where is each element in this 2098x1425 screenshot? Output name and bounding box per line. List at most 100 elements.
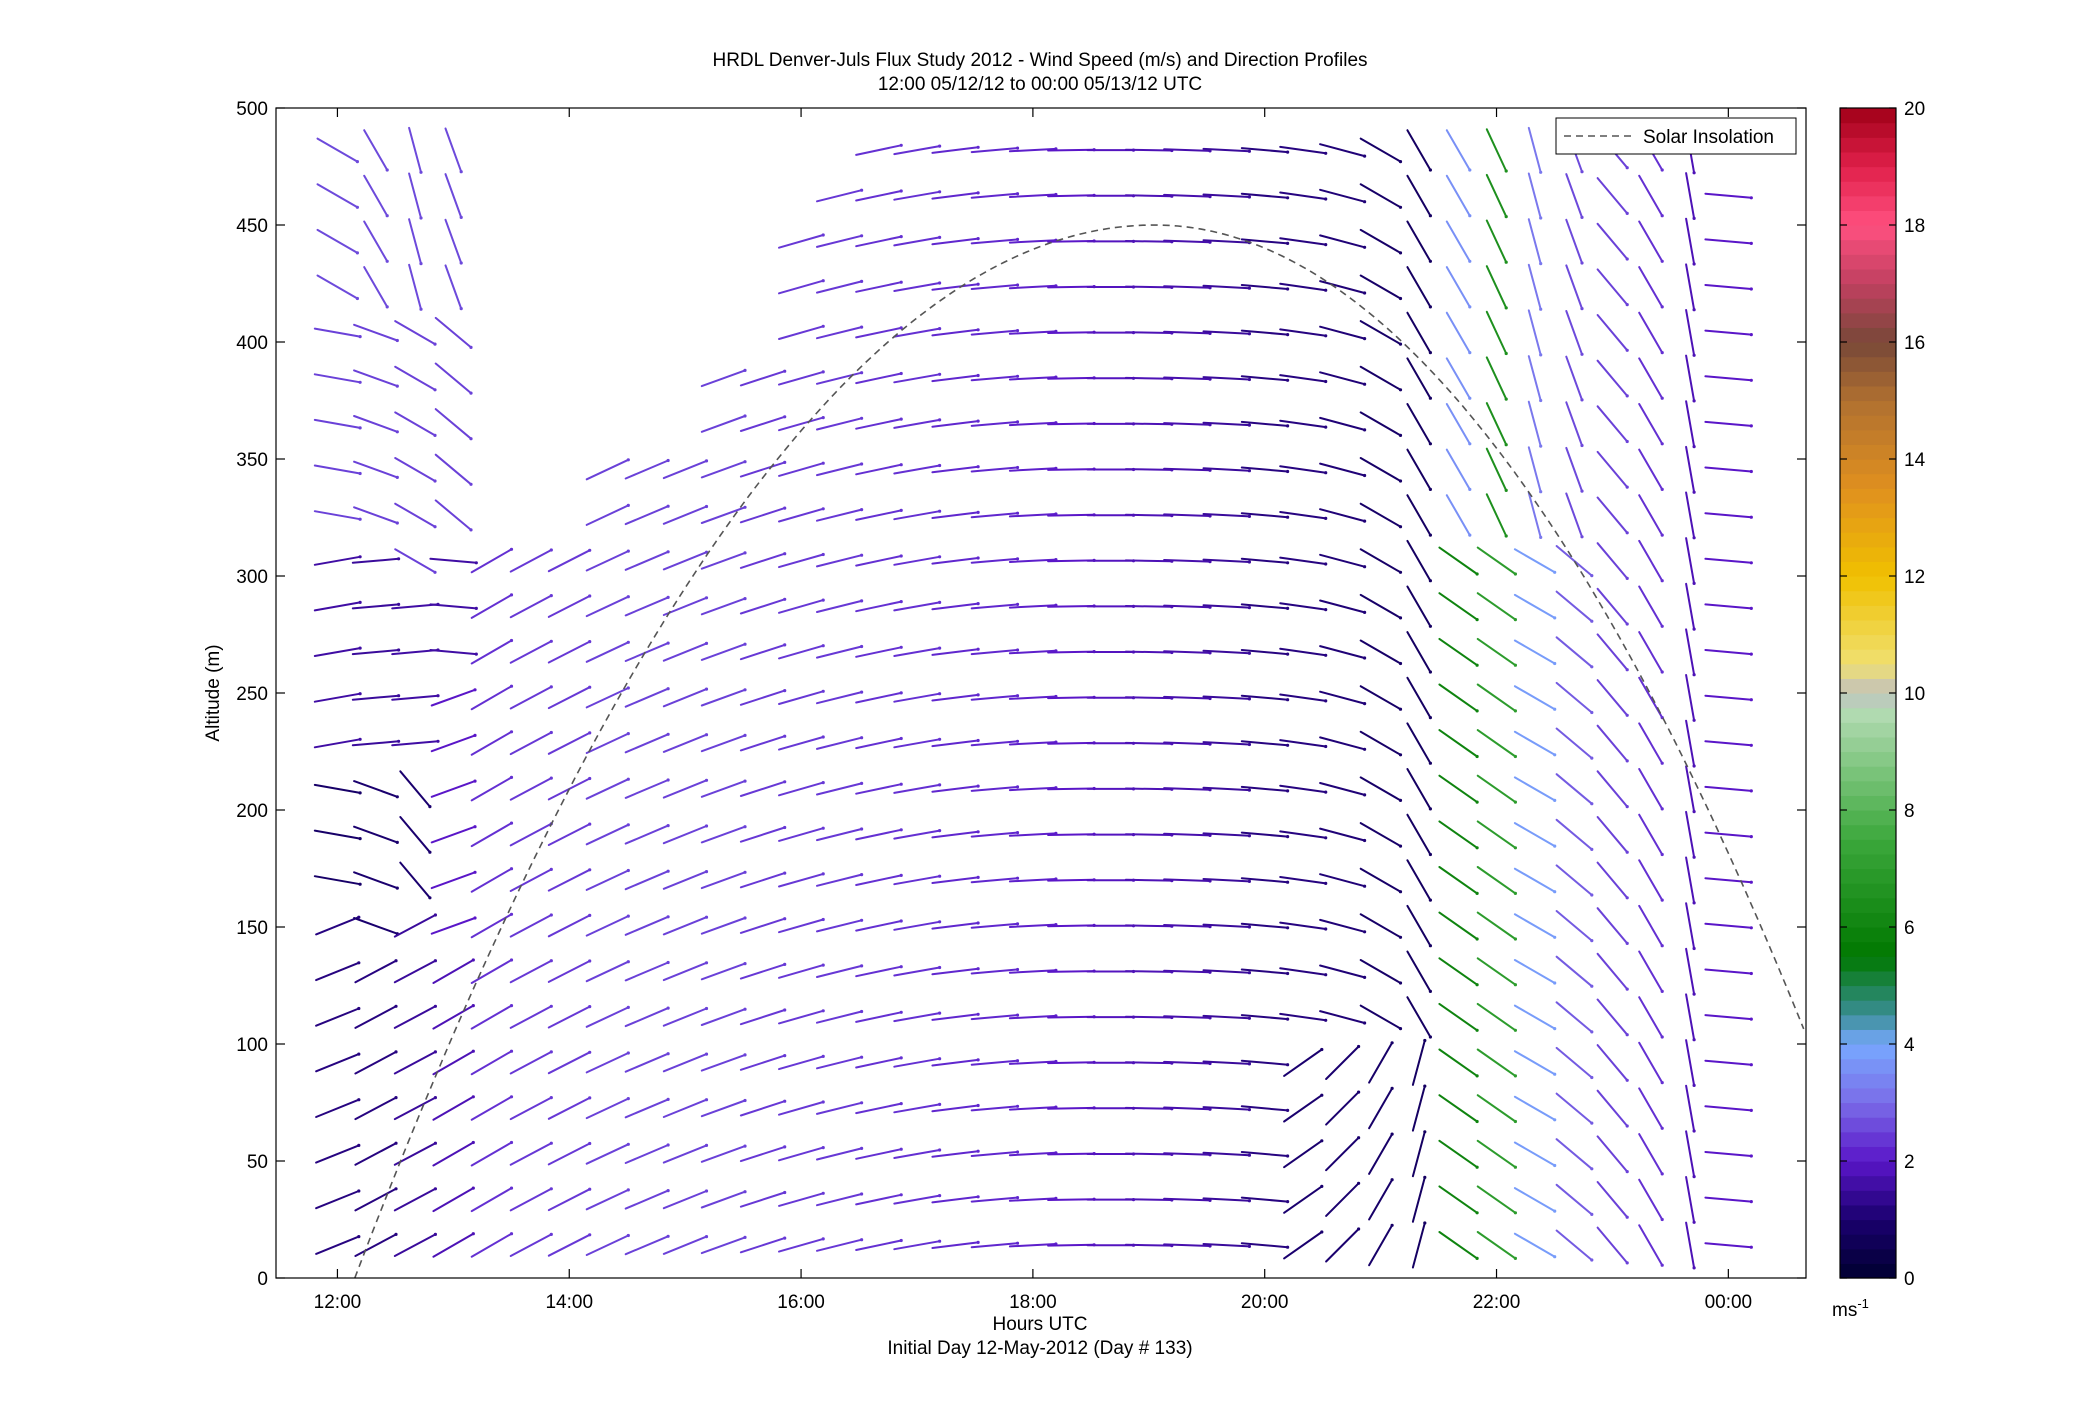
wind-vector-head bbox=[1320, 1093, 1324, 1097]
wind-vector bbox=[1202, 878, 1251, 883]
wind-vector bbox=[816, 371, 863, 385]
x-tick-label: 12:00 bbox=[314, 1292, 362, 1313]
wind-vector bbox=[315, 1235, 360, 1255]
wind-vector bbox=[855, 509, 903, 521]
wind-vector-head bbox=[1660, 1035, 1664, 1039]
wind-vector-head bbox=[1692, 992, 1696, 996]
wind-vector-head bbox=[549, 1187, 553, 1191]
wind-vector bbox=[739, 1054, 786, 1071]
colorbar-tick-label: 0 bbox=[1904, 1269, 1915, 1290]
wind-vector-head bbox=[433, 1232, 437, 1236]
wind-vector bbox=[662, 779, 708, 799]
wind-vector bbox=[700, 1053, 746, 1072]
wind-vector-head bbox=[626, 823, 630, 827]
wind-vector bbox=[547, 868, 591, 892]
wind-vector bbox=[624, 687, 670, 708]
wind-vector-head bbox=[743, 825, 747, 829]
wind-vector bbox=[315, 1007, 360, 1027]
wind-vector bbox=[855, 235, 903, 248]
wind-vector-head bbox=[1320, 1184, 1324, 1188]
wind-vector-head bbox=[394, 1232, 398, 1236]
wind-vector-head bbox=[1286, 606, 1290, 611]
wind-vector-head bbox=[1247, 560, 1251, 564]
wind-vector bbox=[662, 459, 708, 480]
wind-vector-head bbox=[1660, 624, 1664, 628]
wind-vector bbox=[739, 780, 786, 797]
wind-vector bbox=[509, 777, 553, 801]
colorbar-segment bbox=[1840, 532, 1896, 548]
wind-vector-head bbox=[471, 958, 475, 962]
colorbar-segment bbox=[1840, 400, 1896, 416]
wind-vector bbox=[1047, 513, 1096, 517]
wind-vector bbox=[393, 1187, 437, 1212]
colorbar-tick-label: 2 bbox=[1904, 1152, 1915, 1173]
wind-vector bbox=[1283, 1231, 1323, 1260]
wind-vector bbox=[700, 597, 746, 616]
wind-vector-head bbox=[743, 870, 747, 874]
wind-vector bbox=[1279, 921, 1327, 930]
wind-vector-head bbox=[1015, 785, 1020, 789]
wind-vector bbox=[1240, 831, 1289, 838]
wind-vector-head bbox=[1625, 1078, 1629, 1082]
wind-vector bbox=[1704, 877, 1753, 884]
wind-vector bbox=[313, 875, 362, 886]
wind-vector-head bbox=[1398, 798, 1403, 803]
wind-vector bbox=[662, 733, 708, 753]
wind-vector-head bbox=[509, 1232, 514, 1236]
wind-vector-head bbox=[860, 1009, 864, 1014]
wind-vector bbox=[393, 1233, 437, 1257]
wind-vector-head bbox=[1428, 852, 1432, 857]
wind-vector-head bbox=[1749, 515, 1753, 519]
colorbar-segment bbox=[1840, 268, 1896, 285]
wind-vector-head bbox=[938, 692, 942, 696]
wind-vector bbox=[1283, 1185, 1323, 1214]
wind-vector-head bbox=[549, 639, 553, 643]
wind-vector bbox=[1319, 736, 1366, 751]
wind-vector bbox=[778, 644, 825, 660]
wind-vector bbox=[1406, 494, 1432, 537]
wind-vector bbox=[1513, 776, 1556, 802]
colorbar-segment bbox=[1840, 605, 1896, 621]
wind-vector bbox=[855, 418, 903, 430]
wind-vector-head bbox=[899, 189, 903, 193]
wind-vector-head bbox=[899, 235, 903, 239]
wind-vector bbox=[408, 263, 422, 311]
wind-vector-head bbox=[1398, 707, 1403, 711]
wind-vector bbox=[1704, 466, 1753, 473]
wind-vector bbox=[662, 1007, 708, 1027]
wind-vector bbox=[1202, 1151, 1251, 1157]
wind-vector-head bbox=[899, 554, 903, 558]
wind-vector bbox=[353, 871, 399, 890]
wind-vector bbox=[624, 1189, 670, 1210]
colorbar-tick-label: 18 bbox=[1904, 216, 1925, 237]
wind-vector bbox=[1163, 422, 1211, 426]
wind-vector bbox=[430, 871, 476, 890]
wind-vector-head bbox=[1428, 442, 1432, 446]
colorbar-segment bbox=[1840, 1131, 1896, 1147]
wind-vector bbox=[778, 462, 825, 477]
wind-vector bbox=[1685, 674, 1696, 722]
wind-vector bbox=[1008, 1243, 1057, 1248]
wind-vector-head bbox=[1247, 788, 1251, 792]
wind-vector bbox=[547, 1142, 591, 1166]
colorbar-segment bbox=[1840, 1219, 1896, 1235]
wind-vector-head bbox=[1749, 1063, 1753, 1067]
wind-vector-head bbox=[1475, 663, 1479, 667]
wind-vector-head bbox=[1286, 743, 1290, 747]
wind-vector-head bbox=[821, 370, 825, 374]
wind-vector-head bbox=[1513, 937, 1517, 941]
wind-vector-head bbox=[1015, 237, 1020, 241]
wind-vector bbox=[662, 1053, 708, 1073]
wind-vector-head bbox=[1625, 439, 1629, 444]
wind-vector-head bbox=[1749, 971, 1753, 976]
wind-vector bbox=[351, 694, 400, 701]
wind-vector-head bbox=[1660, 1263, 1664, 1267]
wind-vector-head bbox=[899, 463, 903, 467]
colorbar-segment bbox=[1840, 371, 1896, 387]
wind-vector bbox=[1438, 1231, 1479, 1260]
wind-vector bbox=[739, 917, 786, 934]
wind-vector bbox=[931, 511, 980, 519]
wind-vector-head bbox=[397, 602, 401, 607]
wind-vector-head bbox=[1513, 709, 1517, 713]
wind-vector bbox=[970, 649, 1019, 656]
